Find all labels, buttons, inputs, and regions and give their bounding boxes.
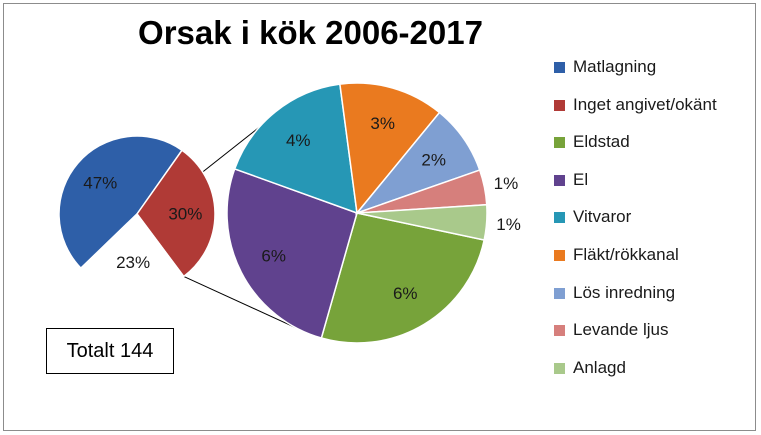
main-slice-inget-angivet-okant [136,149,216,278]
secondary-slice-label-flakt-rokkanal: 3% [370,114,395,133]
legend-item-vitvaror: Vitvaror [554,206,717,244]
legend-label: Vitvaror [573,207,632,227]
secondary-slice-label-los-inredning: 2% [421,150,446,169]
connector-line-bottom [183,276,297,329]
legend-swatch [554,99,565,111]
legend-item-levande-ljus: Levande ljus [554,319,717,357]
secondary-slice-vitvaror [233,83,358,215]
legend-label: Lös inredning [573,282,676,302]
legend-label: Eldstad [573,132,630,152]
legend-label: El [573,169,589,189]
slice-labels: 47% 30% 23% 6% 6% 4% 3% 2% 1% 1% [83,114,521,303]
legend-swatch [554,362,565,374]
main-slice-label-inget-angivet-okant: 30% [168,204,202,223]
secondary-slice-flakt-rokkanal [339,82,441,215]
secondary-slice-anlagd [356,203,488,241]
legend-item-el: El [554,169,717,207]
legend-swatch [554,325,565,337]
legend-swatch [554,249,565,261]
legend-item-inget-angivet-okant: Inget angivet/okänt [554,94,717,132]
legend-item-anlagd: Anlagd [554,357,717,395]
secondary-slice-label-anlagd: 1% [496,215,521,234]
main-slice-label-matlagning: 47% [83,174,117,193]
legend-item-eldstad: Eldstad [554,131,717,169]
chart-legend: Matlagning Inget angivet/okänt Eldstad El Vi… [554,56,717,394]
legend-swatch [554,137,565,149]
legend-label: Fläkt/rökkanal [573,244,679,264]
chart-title: Orsak i kök 2006-2017 [138,14,483,51]
total-annotation: Totalt 144 [46,328,174,374]
secondary-slice-label-el: 6% [261,247,286,266]
main-slice-matlagning [58,135,184,270]
legend-swatch [554,174,565,186]
secondary-slice-label-levande-ljus: 1% [494,174,519,193]
main-pie [58,135,216,293]
legend-swatch [554,62,565,73]
secondary-slice-label-eldstad: 6% [393,284,418,303]
secondary-slice-el [226,167,358,339]
legend-label: Matlagning [573,57,657,76]
legend-label: Inget angivet/okänt [573,94,717,114]
legend-label: Anlagd [573,357,626,377]
main-slice-ovrigt [79,212,185,293]
secondary-slice-label-vitvaror: 4% [286,131,311,150]
main-slice-label-ovrigt: 23% [116,253,150,272]
legend-item-matlagning: Matlagning [554,56,717,94]
secondary-slice-eldstad [320,212,486,344]
legend-swatch [554,212,565,224]
legend-item-flakt-rokkanal: Fläkt/rökkanal [554,244,717,282]
legend-swatch [554,287,565,299]
legend-item-los-inredning: Lös inredning [554,282,717,320]
secondary-pie [226,82,488,344]
legend-label: Levande ljus [573,320,669,340]
